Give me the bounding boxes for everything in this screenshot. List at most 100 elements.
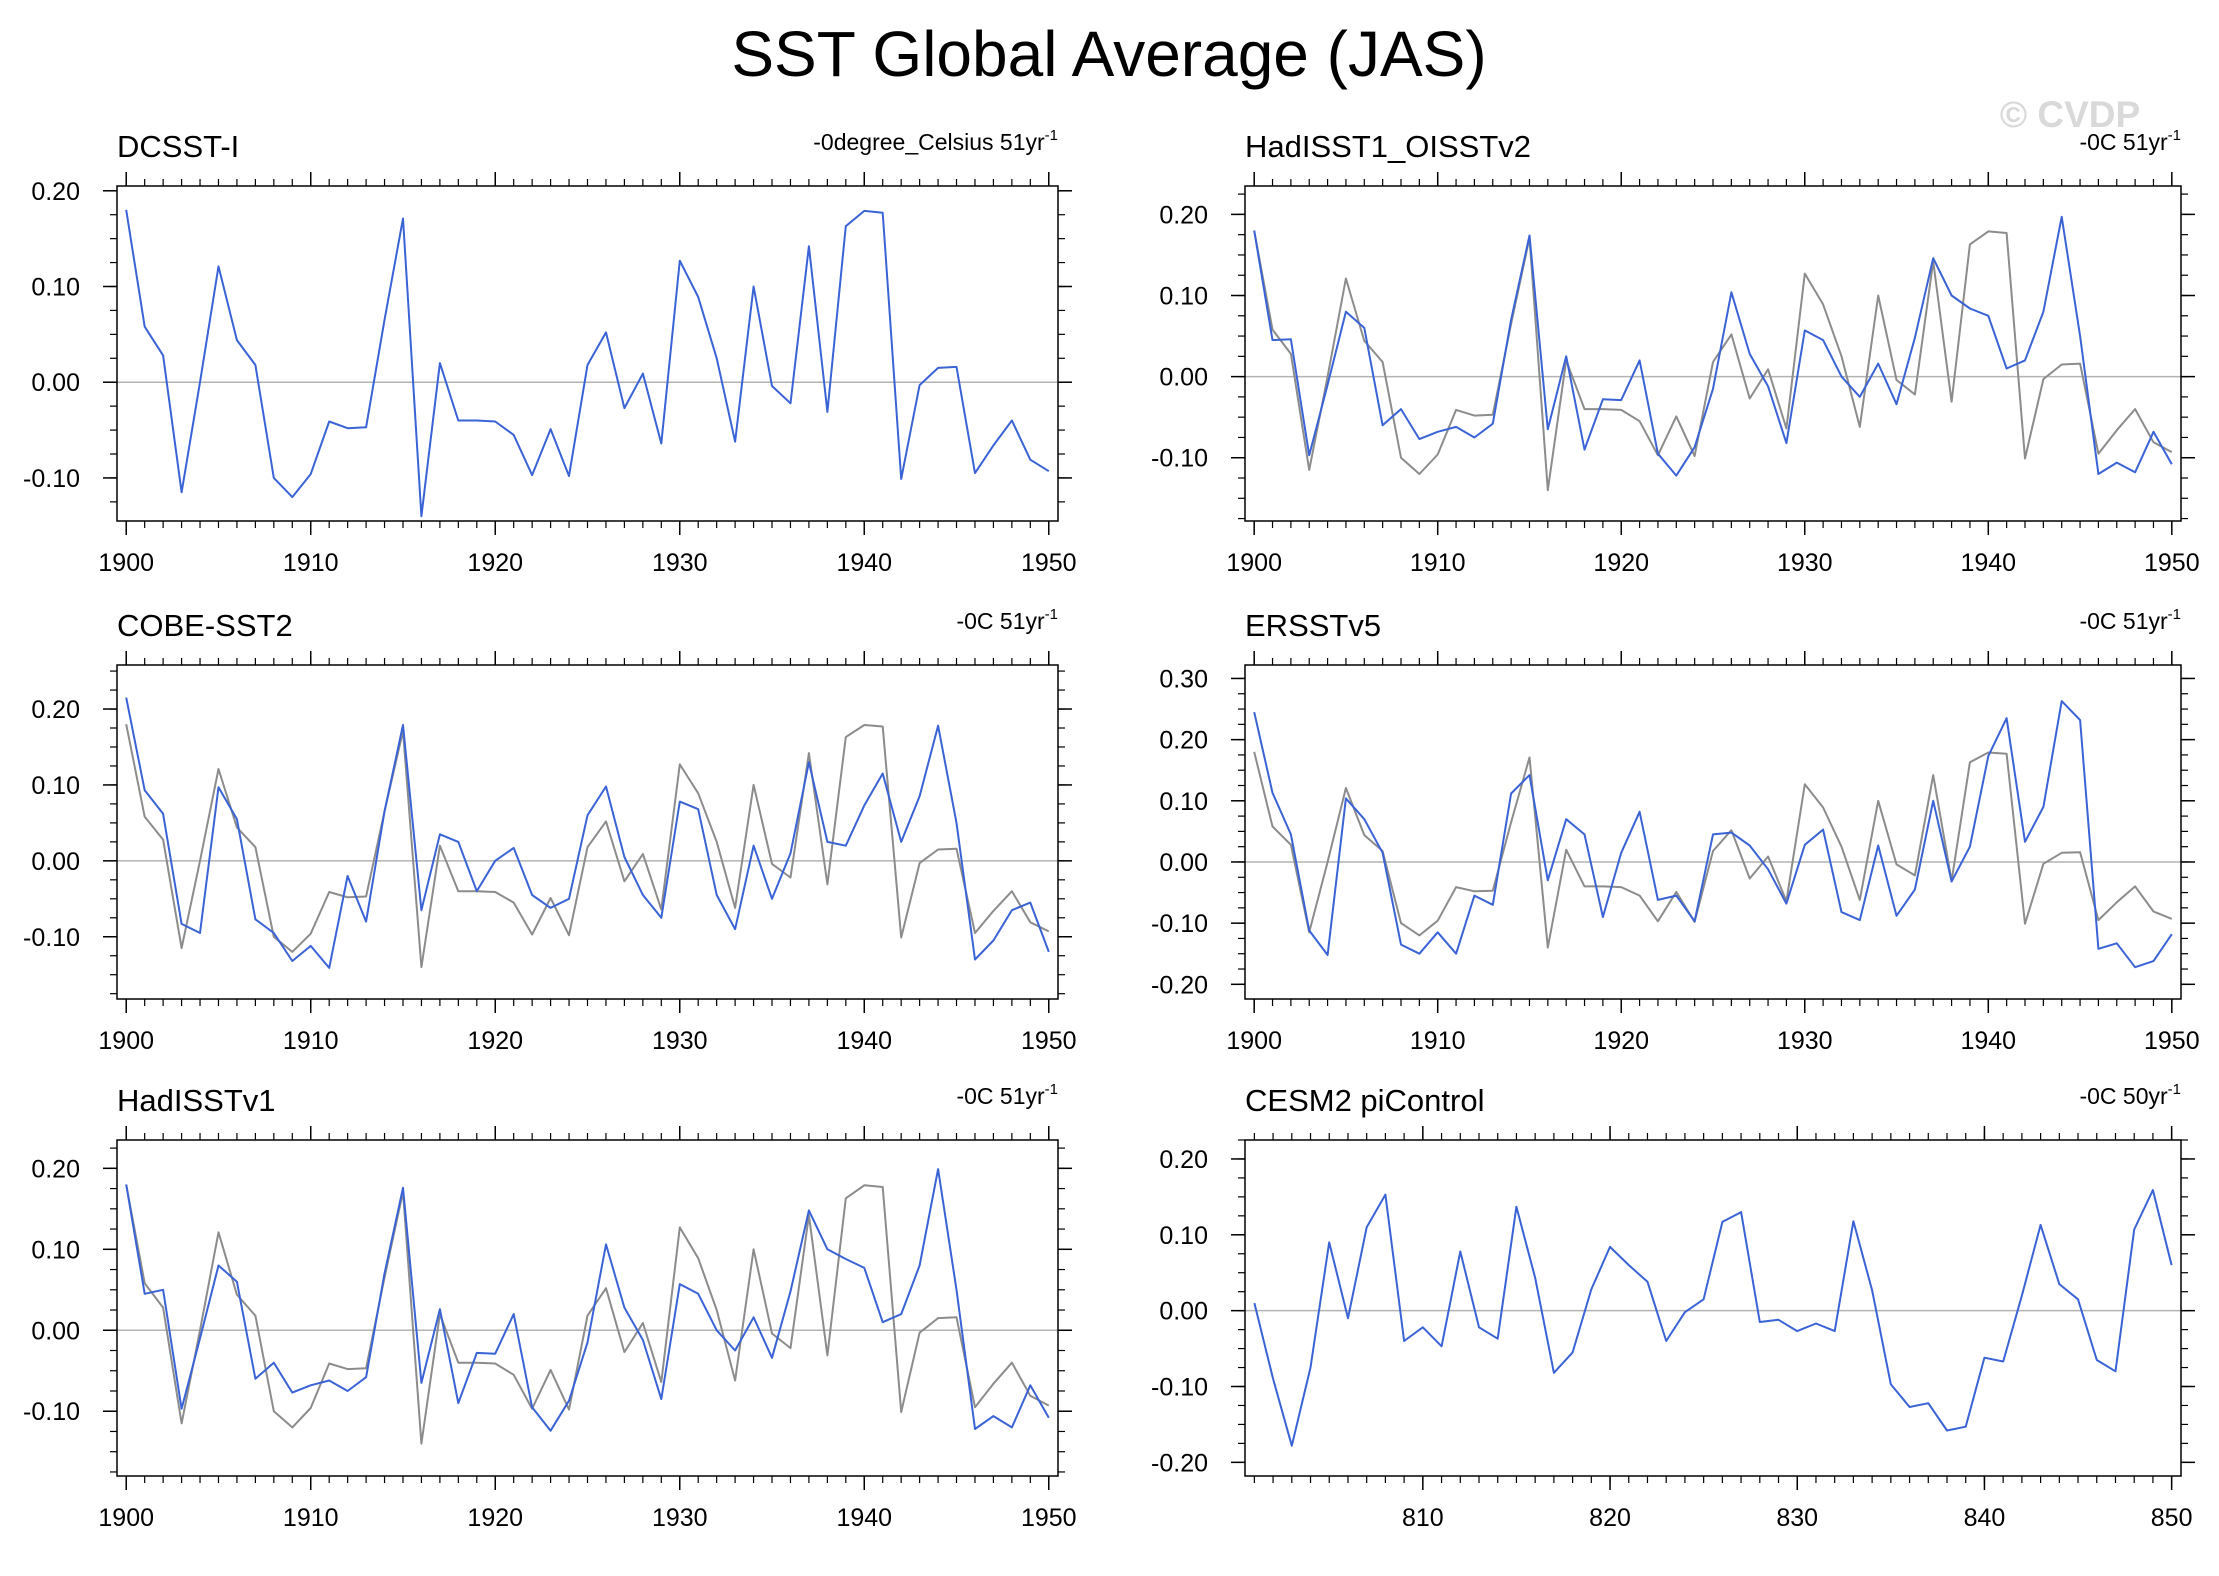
- y-tick-label: 0.20: [1159, 201, 1208, 229]
- x-tick-label: 1940: [836, 1027, 892, 1055]
- y-tick-label: 0.00: [31, 848, 80, 876]
- series-line-main: [1253, 700, 2173, 969]
- panel-2: 1900 1910 1920 1930 1940 1950 0.20 0.10 0.00 -0.1…: [1151, 127, 2200, 577]
- y-tick-label: 0.10: [1159, 283, 1208, 311]
- series-line-main: [1253, 215, 2173, 477]
- x-tick-label: 1910: [283, 1504, 339, 1532]
- series-line-main: [125, 209, 1050, 518]
- y-tick-label: -0.20: [1151, 1449, 1208, 1477]
- x-tick-label: 1900: [1226, 1027, 1282, 1055]
- y-tick-label: -0.10: [23, 924, 80, 952]
- series-line-main: [125, 1168, 1050, 1432]
- x-tick-label: 1930: [652, 1027, 708, 1055]
- watermark: © CVDP: [2000, 94, 2140, 135]
- x-tick-label: 850: [2151, 1504, 2193, 1532]
- x-tick-label: 1910: [1410, 549, 1466, 577]
- panel-title: HadISST1_OISSTv2: [1245, 129, 1531, 164]
- x-tick-label: 830: [1776, 1504, 1818, 1532]
- panel-corner-label: -0C 50yr-1: [2079, 1081, 2181, 1109]
- x-tick-label: 1930: [1777, 549, 1833, 577]
- panel-5: 1900 1910 1920 1930 1940 1950 0.20 0.10 0.00 -0.1…: [23, 1081, 1077, 1532]
- x-tick-label: 1950: [1021, 1504, 1077, 1532]
- panel-title: ERSSTv5: [1245, 608, 1381, 643]
- x-tick-label: 1920: [1593, 549, 1649, 577]
- y-tick-label: 0.30: [1159, 665, 1208, 693]
- panel-corner-label: -0degree_Celsius 51yr-1: [813, 127, 1058, 155]
- series-line-reference: [1253, 230, 2173, 492]
- panel-6: 810 820 830 840 850 0.20 0.10 0.00 -0.10 -0.20 CES…: [1151, 1081, 2195, 1532]
- y-tick-label: -0.10: [1151, 910, 1208, 938]
- panel-title: CESM2 piControl: [1245, 1083, 1484, 1118]
- x-tick-label: 1930: [652, 1504, 708, 1532]
- panel-corner-label: -0C 51yr-1: [2079, 606, 2181, 634]
- x-tick-label: 1930: [652, 549, 708, 577]
- corner-text: -0degree_Celsius 51yr: [813, 129, 1045, 155]
- x-tick-label: 1950: [2144, 1027, 2200, 1055]
- x-tick-label: 1910: [1410, 1027, 1466, 1055]
- y-tick-label: 0.20: [31, 178, 80, 206]
- corner-text: -0C 51yr: [956, 608, 1045, 634]
- y-tick-label: 0.00: [31, 369, 80, 397]
- series-line-main: [125, 697, 1050, 969]
- panel-3: 1900 1910 1920 1930 1940 1950 0.20 0.10 0.00 -0.1…: [23, 606, 1077, 1055]
- y-tick-label: 0.20: [31, 696, 80, 724]
- series-line-reference: [1253, 751, 2173, 949]
- x-tick-label: 1950: [1021, 1027, 1077, 1055]
- x-tick-label: 820: [1589, 1504, 1631, 1532]
- y-tick-label: -0.10: [1151, 445, 1208, 473]
- plot-frame: [1244, 1139, 2182, 1477]
- y-tick-label: -0.20: [1151, 971, 1208, 999]
- panel-corner-label: -0C 51yr-1: [956, 606, 1058, 634]
- panel-corner-label: -0C 51yr-1: [956, 1081, 1058, 1109]
- x-tick-label: 1900: [98, 549, 154, 577]
- corner-superscript: -1: [2168, 127, 2181, 144]
- x-tick-label: 1950: [1021, 549, 1077, 577]
- x-tick-label: 1940: [836, 1504, 892, 1532]
- corner-text: -0C 51yr: [2079, 608, 2168, 634]
- corner-text: -0C 51yr: [2079, 129, 2168, 155]
- x-tick-label: 1900: [98, 1027, 154, 1055]
- x-tick-label: 1910: [283, 549, 339, 577]
- panel-title: HadISSTv1: [117, 1083, 276, 1118]
- series-line-reference: [125, 1184, 1050, 1445]
- corner-superscript: -1: [2168, 606, 2181, 623]
- x-tick-label: 1920: [1593, 1027, 1649, 1055]
- y-tick-label: 0.20: [31, 1155, 80, 1183]
- y-tick-label: 0.10: [1159, 788, 1208, 816]
- y-tick-label: -0.10: [1151, 1374, 1208, 1402]
- corner-superscript: -1: [1045, 1081, 1058, 1098]
- corner-superscript: -1: [1045, 606, 1058, 623]
- y-tick-label: 0.00: [31, 1317, 80, 1345]
- panel-title: DCSST-I: [117, 129, 239, 164]
- x-tick-label: 1940: [1960, 1027, 2016, 1055]
- y-tick-label: 0.20: [1159, 1146, 1208, 1174]
- y-tick-label: 0.10: [1159, 1222, 1208, 1250]
- corner-superscript: -1: [1045, 127, 1058, 144]
- y-tick-label: -0.10: [23, 1398, 80, 1426]
- x-tick-label: 840: [1964, 1504, 2006, 1532]
- x-tick-label: 1910: [283, 1027, 339, 1055]
- corner-superscript: -1: [2168, 1081, 2181, 1098]
- x-tick-label: 1950: [2144, 549, 2200, 577]
- y-tick-label: 0.00: [1159, 849, 1208, 877]
- x-tick-label: 1940: [836, 549, 892, 577]
- panel-1: 1900 1910 1920 1930 1940 1950 0.20 0.10 0.00 -0.1…: [23, 127, 1077, 577]
- x-tick-label: 1900: [1226, 549, 1282, 577]
- page-title: SST Global Average (JAS): [731, 18, 1486, 90]
- y-tick-label: -0.10: [23, 465, 80, 493]
- y-tick-label: 0.00: [1159, 1298, 1208, 1326]
- panel-title: COBE-SST2: [117, 608, 293, 643]
- corner-text: -0C 50yr: [2079, 1083, 2168, 1109]
- x-tick-label: 1940: [1960, 549, 2016, 577]
- x-tick-label: 1920: [467, 549, 523, 577]
- x-tick-label: 1900: [98, 1504, 154, 1532]
- x-tick-label: 1930: [1777, 1027, 1833, 1055]
- x-tick-label: 1920: [467, 1504, 523, 1532]
- series-line-main: [1253, 1189, 2173, 1447]
- x-tick-label: 1920: [467, 1027, 523, 1055]
- y-tick-label: 0.10: [31, 274, 80, 302]
- y-tick-label: 0.00: [1159, 364, 1208, 392]
- corner-text: -0C 51yr: [956, 1083, 1045, 1109]
